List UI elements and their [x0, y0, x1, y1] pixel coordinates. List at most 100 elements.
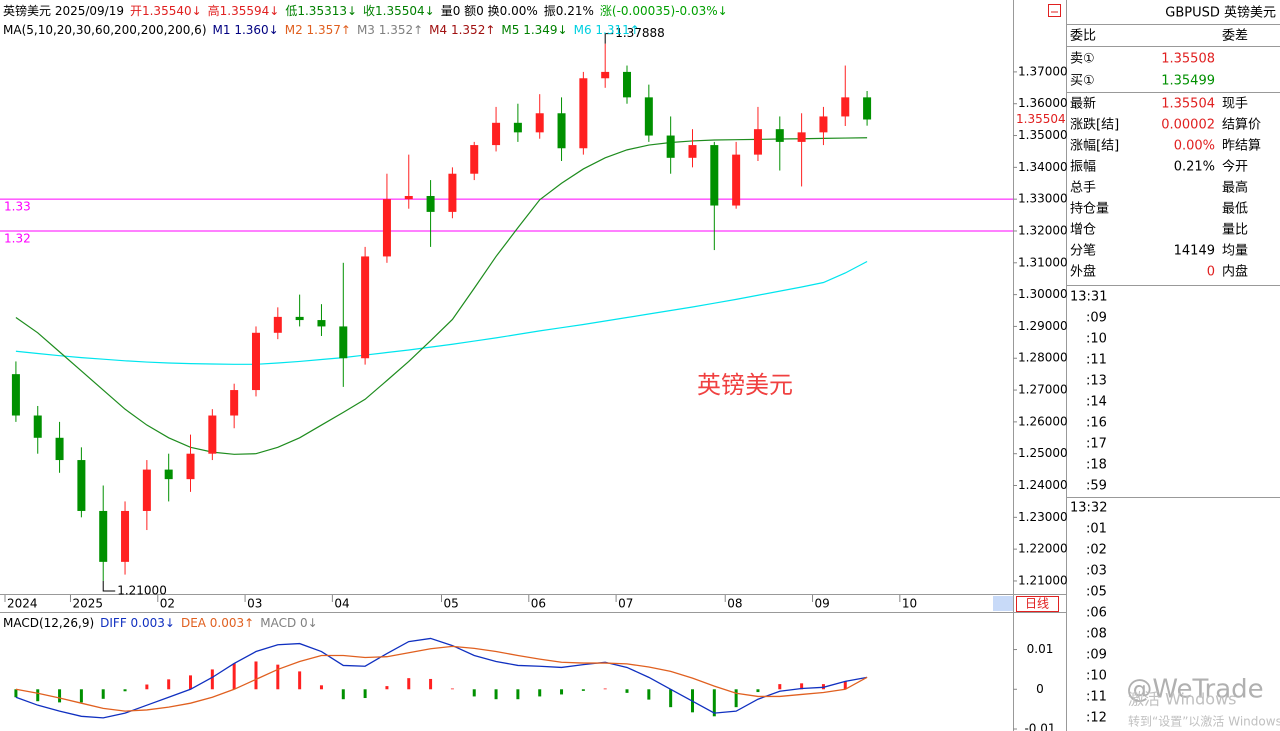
legend-item: M2 1.357↑	[285, 23, 351, 37]
scroll-box[interactable]	[993, 596, 1013, 611]
candle-body	[426, 195, 435, 212]
candle-body	[644, 97, 653, 136]
legend-item: 量0 额0 换0.00%	[441, 4, 538, 18]
y-tick-label: 0	[1036, 682, 1044, 696]
quote-field-value: 0.21%	[1174, 160, 1215, 175]
tick-time: :13	[1086, 374, 1107, 389]
y-tick-label: 1.31000	[1018, 255, 1068, 269]
quote-field: 分笔	[1070, 243, 1096, 259]
y-tick-label: 1.29000	[1018, 319, 1068, 333]
tick-time: :10	[1086, 669, 1107, 684]
quote-field: 内盘	[1222, 264, 1248, 280]
x-tick-label: 02	[160, 597, 175, 611]
tick-time: :09	[1086, 648, 1107, 663]
candle-body	[841, 97, 850, 117]
candle-body	[623, 71, 632, 98]
quote-field: 昨结算	[1222, 139, 1261, 154]
candle-body	[666, 135, 675, 158]
legend-item: MACD(12,26,9)	[3, 616, 94, 630]
candle-body	[819, 116, 828, 133]
legend-item: 振0.21%	[544, 4, 594, 18]
y-tick-label: -0.01	[1024, 722, 1055, 731]
legend-item: M6 1.311↑	[574, 23, 640, 37]
candle-body	[273, 316, 282, 333]
maximize-icon[interactable]	[1048, 4, 1061, 17]
quote-field: 涨跌[结]	[1070, 117, 1119, 133]
tick-time: :14	[1086, 395, 1107, 410]
candle-body	[513, 122, 522, 133]
quote-field: 外盘	[1070, 264, 1096, 280]
bid-diff: 委差	[1222, 29, 1248, 44]
quote-field: 涨幅[结]	[1070, 139, 1119, 154]
candle-body	[121, 510, 130, 562]
x-tick-label: 09	[815, 597, 830, 611]
x-tick-label: 2024	[7, 597, 38, 611]
legend-item: M1 1.360↓	[213, 23, 279, 37]
x-tick-label: 07	[618, 597, 633, 611]
moving-average	[15, 260, 868, 365]
y-tick-label: 1.21000	[1018, 573, 1068, 587]
legend-item: 收1.35504↓	[363, 4, 435, 18]
candle-body	[557, 113, 566, 149]
candle-body	[77, 460, 86, 511]
quote-field: 现手	[1222, 97, 1248, 112]
candle-body	[33, 415, 42, 438]
candle-body	[448, 173, 457, 212]
legend-item: 高1.35594↓	[208, 3, 280, 18]
last-price-label: 1.35504	[1016, 112, 1066, 126]
y-tick-label: 1.30000	[1018, 287, 1068, 301]
tick-time: :01	[1086, 522, 1107, 537]
tick-time: 13:31	[1070, 290, 1107, 305]
low-label: 1.21000	[117, 583, 167, 597]
x-tick-label: 2025	[72, 597, 103, 611]
y-tick-label: 1.28000	[1018, 351, 1068, 365]
horizontal-line-label: 1.32	[4, 231, 31, 245]
logo: @WeTrade	[1126, 675, 1263, 705]
tick-time: :10	[1086, 332, 1107, 347]
quote-field: 持仓量	[1070, 202, 1109, 217]
quote-field: 振幅	[1070, 160, 1096, 175]
candle-body	[361, 256, 370, 359]
last-price-box	[1014, 112, 1066, 127]
high-label: 1.37888	[615, 26, 665, 40]
y-tick-label: 1.24000	[1018, 478, 1068, 492]
sidebar-title: GBPUSD 英镑美元	[1165, 5, 1276, 21]
tick-time: :11	[1086, 690, 1107, 705]
quote-field-value: 0.00%	[1174, 139, 1215, 154]
quote-field: 最高	[1222, 180, 1248, 196]
quote-field-value: 0.00002	[1161, 118, 1215, 133]
candle-body	[99, 510, 108, 562]
legend-item: DEA 0.003↑	[181, 616, 254, 630]
candle-body	[142, 469, 151, 511]
bid-ratio: 委比	[1070, 29, 1096, 44]
quote-value: 1.35508	[1161, 52, 1215, 67]
candle-body	[11, 374, 20, 416]
quote-label: 买①	[1070, 74, 1095, 89]
quote-field-value: 0	[1207, 265, 1215, 280]
candle-body	[186, 453, 195, 480]
legend-item: MA(5,10,20,30,60,200,200,200,6)	[3, 23, 207, 37]
legend: 英镑美元 2025/09/19 开1.35540↓ 高1.35594↓ 低1.3531…	[3, 3, 728, 18]
candle-body	[164, 469, 173, 480]
y-tick-label: 1.33000	[1018, 192, 1068, 206]
quote-field-value: 14149	[1174, 244, 1215, 259]
legend-item: M4 1.352↑	[429, 23, 495, 37]
watermark: 英镑美元	[697, 371, 793, 399]
quote-field: 结算价	[1222, 118, 1261, 133]
activate-windows: 激活 Windows	[1128, 690, 1237, 709]
tick-time: :12	[1086, 711, 1107, 726]
period-label[interactable]: 日线	[1025, 597, 1049, 611]
diff-line	[15, 637, 868, 719]
candle-body	[535, 113, 544, 133]
legend-item: M5 1.349↓	[501, 23, 567, 37]
y-tick-label: 1.32000	[1018, 223, 1068, 237]
period-button[interactable]	[1016, 596, 1059, 612]
tick-time: :17	[1086, 437, 1107, 452]
moving-average	[15, 137, 868, 455]
tick-time: 13:32	[1070, 501, 1107, 516]
legend-item: MACD 0↓	[260, 616, 317, 630]
tick-time: :11	[1086, 353, 1107, 368]
candle-body	[492, 122, 501, 146]
x-tick-label: 10	[902, 597, 917, 611]
quote-label: 卖①	[1070, 52, 1095, 67]
